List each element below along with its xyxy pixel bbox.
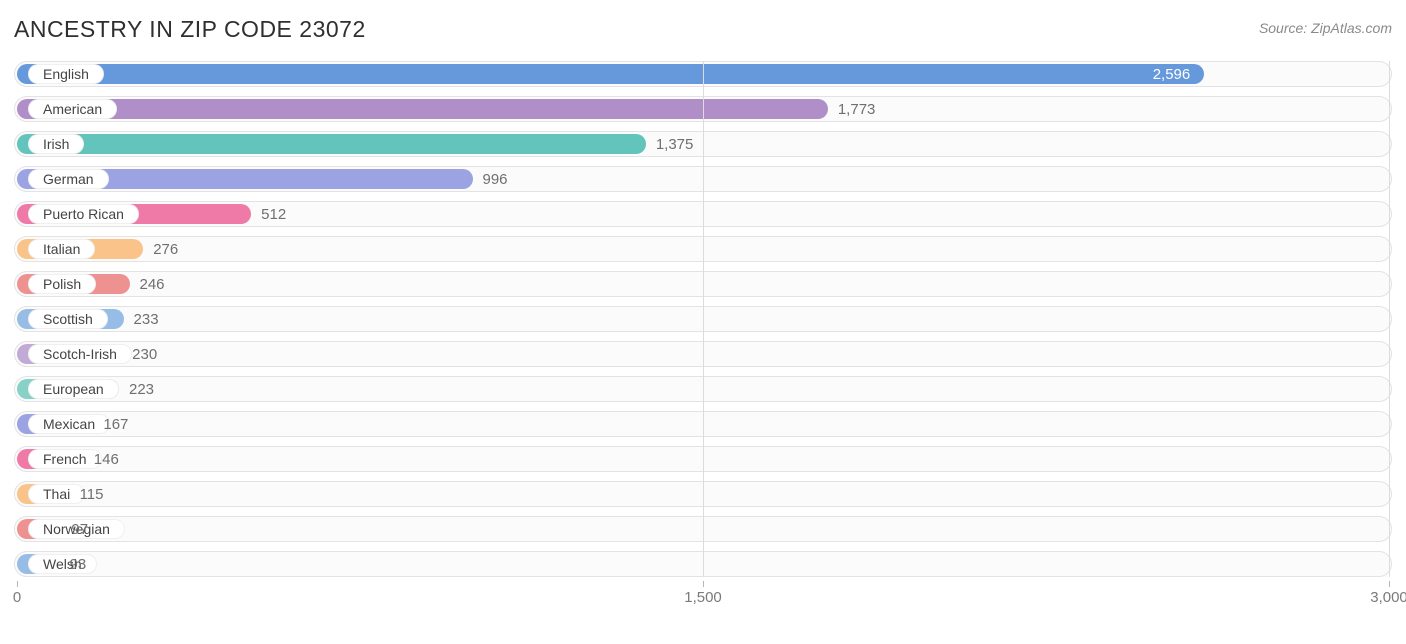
category-pill: Scotch-Irish xyxy=(28,344,132,364)
value-label: 97 xyxy=(61,516,88,542)
value-label: 246 xyxy=(130,271,165,297)
axis-tick-label: 0 xyxy=(13,589,21,606)
category-pill: European xyxy=(28,379,119,399)
gridline xyxy=(703,61,704,577)
category-pill: Italian xyxy=(28,239,95,259)
value-label: 146 xyxy=(84,446,119,472)
axis-tick xyxy=(17,581,18,587)
category-pill: American xyxy=(28,99,117,119)
chart-container: ANCESTRY IN ZIP CODE 23072 Source: ZipAt… xyxy=(0,0,1406,619)
value-label: 223 xyxy=(119,376,154,402)
axis-tick xyxy=(703,581,704,587)
header: ANCESTRY IN ZIP CODE 23072 Source: ZipAt… xyxy=(14,16,1392,43)
chart-area: English2,596American1,773Irish1,375Germa… xyxy=(14,61,1392,611)
value-label: 230 xyxy=(122,341,157,367)
value-label: 2,596 xyxy=(17,61,1204,87)
source-attribution: Source: ZipAtlas.com xyxy=(1259,20,1392,36)
bar xyxy=(17,134,646,154)
chart-title: ANCESTRY IN ZIP CODE 23072 xyxy=(14,16,366,43)
value-label: 512 xyxy=(251,201,286,227)
category-pill: Puerto Rican xyxy=(28,204,139,224)
value-label: 1,375 xyxy=(646,131,694,157)
axis-tick-label: 3,000 xyxy=(1370,589,1406,606)
bar xyxy=(17,99,828,119)
value-label: 996 xyxy=(473,166,508,192)
value-label: 93 xyxy=(60,551,87,577)
category-pill: Polish xyxy=(28,274,96,294)
category-pill: German xyxy=(28,169,109,189)
gridline xyxy=(1389,61,1390,577)
value-label: 233 xyxy=(124,306,159,332)
value-label: 276 xyxy=(143,236,178,262)
value-label: 1,773 xyxy=(828,96,876,122)
axis-tick-label: 1,500 xyxy=(684,589,722,606)
category-pill: Scottish xyxy=(28,309,108,329)
value-label: 167 xyxy=(93,411,128,437)
value-label: 115 xyxy=(70,481,104,507)
category-pill: Irish xyxy=(28,134,84,154)
axis-tick xyxy=(1389,581,1390,587)
